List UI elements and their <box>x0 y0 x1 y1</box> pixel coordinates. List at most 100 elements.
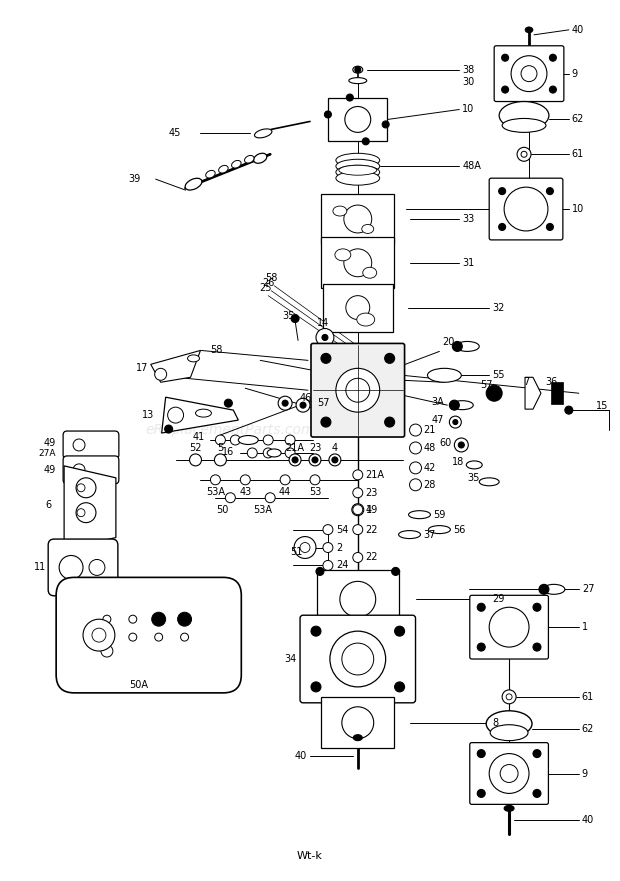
Circle shape <box>506 694 512 700</box>
Circle shape <box>296 398 310 412</box>
Text: 58: 58 <box>265 273 277 283</box>
Polygon shape <box>317 570 399 629</box>
Text: 48: 48 <box>423 443 436 453</box>
FancyBboxPatch shape <box>470 596 549 659</box>
Circle shape <box>549 55 556 61</box>
Text: 57: 57 <box>480 381 492 390</box>
Text: 21A: 21A <box>286 443 304 453</box>
Circle shape <box>316 329 334 346</box>
Ellipse shape <box>238 435 259 445</box>
Circle shape <box>489 607 529 647</box>
Text: 29: 29 <box>492 595 505 604</box>
Text: 49: 49 <box>44 438 56 448</box>
Text: 27A: 27A <box>38 449 56 458</box>
Circle shape <box>521 66 537 82</box>
Text: 22: 22 <box>366 524 378 535</box>
Text: 51: 51 <box>290 547 303 558</box>
Circle shape <box>458 442 464 448</box>
Circle shape <box>394 682 405 692</box>
Polygon shape <box>64 466 116 550</box>
Circle shape <box>477 603 485 611</box>
Ellipse shape <box>336 166 379 179</box>
Circle shape <box>76 503 96 522</box>
Circle shape <box>384 417 394 427</box>
Text: 53A: 53A <box>206 487 225 497</box>
FancyBboxPatch shape <box>311 344 405 437</box>
Circle shape <box>323 560 333 570</box>
Text: 9: 9 <box>572 69 578 78</box>
Ellipse shape <box>188 355 200 362</box>
Text: 62: 62 <box>572 115 584 124</box>
Circle shape <box>394 626 405 636</box>
Circle shape <box>502 86 508 93</box>
Circle shape <box>454 438 468 452</box>
Ellipse shape <box>336 171 379 185</box>
Circle shape <box>352 504 364 515</box>
Ellipse shape <box>336 159 379 174</box>
Circle shape <box>77 508 85 516</box>
Text: 21A: 21A <box>366 470 385 480</box>
Circle shape <box>539 584 549 595</box>
Text: 61: 61 <box>572 149 584 159</box>
Circle shape <box>322 335 328 340</box>
Circle shape <box>165 425 172 433</box>
Circle shape <box>311 682 321 692</box>
Text: 10: 10 <box>572 204 584 214</box>
Circle shape <box>344 248 372 277</box>
Circle shape <box>278 396 292 411</box>
Circle shape <box>180 633 188 641</box>
Text: 61: 61 <box>582 692 594 702</box>
Ellipse shape <box>185 178 202 190</box>
Circle shape <box>450 400 459 411</box>
Text: 40: 40 <box>572 25 584 35</box>
Circle shape <box>477 789 485 797</box>
Ellipse shape <box>361 225 374 233</box>
Text: 30: 30 <box>463 77 474 86</box>
Ellipse shape <box>399 530 420 538</box>
Circle shape <box>329 454 341 466</box>
Ellipse shape <box>219 166 228 173</box>
Ellipse shape <box>455 342 479 352</box>
Text: 17: 17 <box>136 363 149 374</box>
Circle shape <box>73 464 85 476</box>
Text: 19: 19 <box>366 505 378 515</box>
Circle shape <box>342 707 374 738</box>
Ellipse shape <box>254 153 267 163</box>
Polygon shape <box>328 99 388 141</box>
Circle shape <box>346 296 370 320</box>
Text: 23: 23 <box>309 443 321 453</box>
Circle shape <box>300 543 310 552</box>
Circle shape <box>355 67 361 72</box>
Ellipse shape <box>543 584 565 595</box>
Ellipse shape <box>504 805 514 811</box>
Ellipse shape <box>349 78 367 84</box>
Text: 40: 40 <box>294 751 307 760</box>
Text: 35: 35 <box>282 311 294 321</box>
Circle shape <box>353 488 363 498</box>
Circle shape <box>311 626 321 636</box>
Text: 4: 4 <box>332 443 338 453</box>
Text: 35: 35 <box>467 473 479 483</box>
Ellipse shape <box>486 711 532 737</box>
Ellipse shape <box>363 267 377 278</box>
Polygon shape <box>151 351 200 382</box>
Circle shape <box>392 567 400 575</box>
Ellipse shape <box>336 153 379 167</box>
Circle shape <box>215 454 226 466</box>
Ellipse shape <box>206 170 215 178</box>
Text: 54: 54 <box>336 524 348 535</box>
Text: 9: 9 <box>582 768 588 779</box>
Circle shape <box>330 631 386 687</box>
Text: 33: 33 <box>463 214 474 224</box>
Circle shape <box>285 448 295 458</box>
Text: 47: 47 <box>432 415 445 426</box>
FancyBboxPatch shape <box>300 615 415 703</box>
Circle shape <box>215 435 226 445</box>
FancyBboxPatch shape <box>48 539 118 596</box>
Circle shape <box>565 406 573 414</box>
Text: 58: 58 <box>210 345 223 355</box>
Circle shape <box>310 475 320 485</box>
Ellipse shape <box>356 313 374 326</box>
Text: 53: 53 <box>309 487 321 497</box>
Text: 62: 62 <box>582 723 594 734</box>
